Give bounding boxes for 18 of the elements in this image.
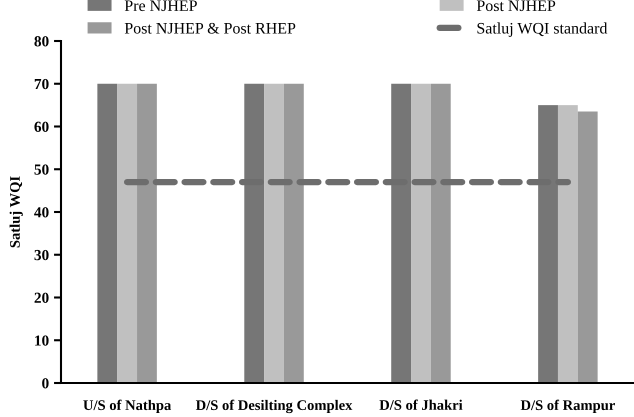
y-tick-label: 80 [34,36,49,46]
x-tick-label: D/S of Jhakri [379,400,462,410]
x-tick-label: D/S of Desilting Complex [196,400,352,414]
legend-label: Pre NJHEP [124,0,197,12]
y-tick-label: 20 [34,292,49,303]
y-tick-label: 0 [42,378,49,388]
x-tick-label: U/S of Nathpa [83,400,172,414]
y-tick-label: 50 [34,164,49,175]
y-axis-title: Satluj WQI [10,176,23,248]
y-tick-label: 10 [35,335,49,346]
y-tick-label: 40 [34,207,49,218]
x-tick-label: D/S of Rampur [520,400,615,414]
y-tick-label: 60 [34,122,49,132]
y-tick-label: 70 [34,78,49,90]
legend-label: Post NJHEP & Post RHEP [124,22,296,34]
legend-label: Post NJHEP [476,0,556,12]
y-tick-label: 30 [34,250,49,260]
legend-label: Satluj WQI standard [477,22,608,37]
